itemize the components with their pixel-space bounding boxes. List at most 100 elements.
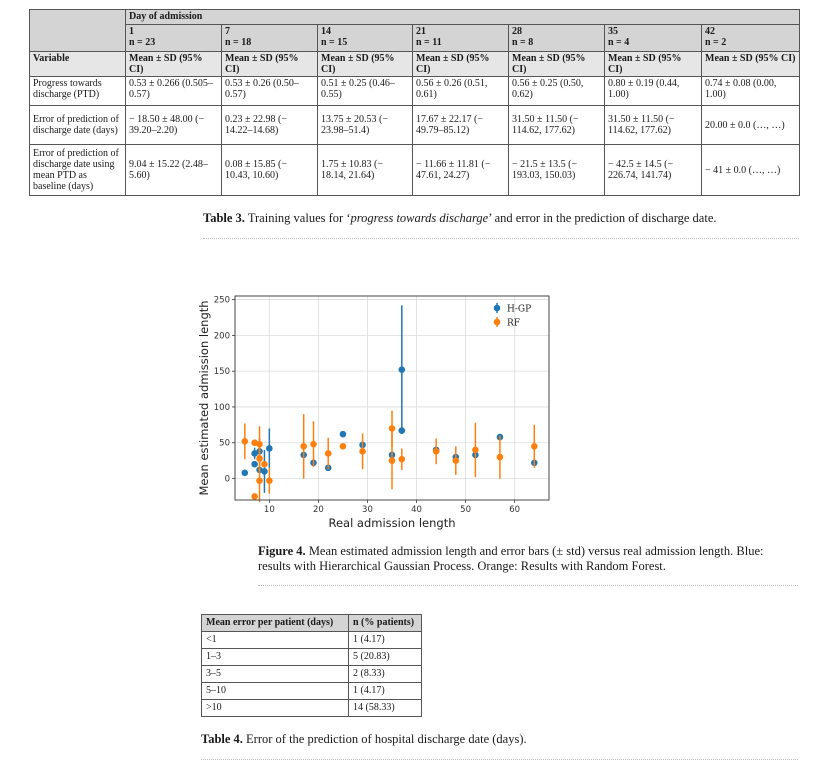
data-point [339,430,347,438]
table-row: Error of prediction of discharge date (d… [29,105,801,145]
table3-variable: Error of prediction of discharge date us… [29,144,126,196]
table3-corner [29,9,126,52]
table3-cell: 0.51 ± 0.25 (0.46–0.55) [317,76,413,106]
data-point [256,455,263,462]
data-point [300,443,307,450]
data-point [398,427,406,434]
table4-header: n (% patients) [348,614,422,632]
data-point [530,443,538,450]
table3-group-header: Day of admission [124,9,801,25]
table-row: 1–3 5 (20.83) [201,648,422,666]
table3-variable-header: Variable [29,51,126,77]
data-point [251,460,258,468]
table3-stat-header: Mean ± SD (95% CI) [317,51,413,77]
data-point [261,460,268,468]
table-row: <1 1 (4.17) [201,631,422,649]
data-point [324,450,332,457]
data-point [388,425,396,432]
caption-label: Table 3. [203,211,245,225]
table4-cell: 14 (58.33) [348,699,422,717]
table4-cell: 3–5 [201,665,349,683]
table3-stat-header: Mean ± SD (95% CI) [125,51,222,77]
table3-cell: 0.74 ± 0.08 (0.00, 1.00) [700,76,801,106]
table3-cell: − 41 ± 0.0 (…, …) [700,144,801,196]
table3-stat-header: Mean ± SD (95% CI) [508,51,605,77]
table3-cell: − 42.5 ± 14.5 (− 226.74, 141.74) [604,144,702,196]
table3-cell: 0.23 ± 22.98 (− 14.22–14.68) [221,105,318,145]
divider [201,759,798,760]
data-point [472,446,479,454]
table3-cell: − 18.50 ± 48.00 (− 39.20–2.20) [125,105,222,145]
table-row: Error of prediction of discharge date us… [29,144,801,196]
data-point [241,469,249,477]
x-tick-label: 60 [509,505,520,515]
x-tick-label: 40 [411,505,422,515]
table3-day-header: 14 n = 15 [317,24,413,52]
plot-frame [234,295,550,501]
table3-stat-header: Mean ± SD (95% CI) [412,51,509,77]
data-point [398,366,406,374]
table3-cell: 1.75 ± 10.83 (− 18.14, 21.64) [317,144,413,196]
table4-cell: 1–3 [201,648,349,666]
table4-cell: 1 (4.17) [348,631,422,649]
table-4: Mean error per patient (days) n (% patie… [201,614,422,717]
legend-swatch [493,318,501,326]
legend-label: RF [507,319,520,329]
y-tick-label: 50 [219,439,230,449]
table3-caption: Table 3. Training values for ‘progress t… [203,211,717,225]
table-row: 5–10 1 (4.17) [201,682,422,700]
table-row: Progress towards discharge (PTD) 0.53 ± … [29,76,801,106]
caption-label: Table 4. [201,732,243,746]
table3-cell: 31.50 ± 11.50 (− 114.62, 177.62) [604,105,702,145]
data-point [256,477,263,484]
table3-cell: − 21.5 ± 13.5 (− 193.03, 150.03) [508,144,605,196]
table3-cell: − 11.66 ± 11.81 (− 47.61, 24.27) [412,144,509,196]
table4-cell: 1 (4.17) [348,682,422,700]
table3-cell: 31.50 ± 11.50 (− 114.62, 177.62) [508,105,605,145]
caption-label: Figure 4. [258,544,306,558]
table3-cell: 13.75 ± 20.53 (− 23.98–51.4) [317,105,413,145]
table3-cell: 9.04 ± 15.22 (2.48–5.60) [125,144,222,196]
data-point [251,493,258,500]
table3-day-header: 42 n = 2 [700,24,801,52]
table3-cell: 0.80 ± 0.19 (0.44, 1.00) [604,76,702,106]
x-tick-label: 10 [264,505,275,515]
legend-swatch [493,304,501,312]
table4-cell: >10 [201,699,349,717]
table-row: >10 14 (58.33) [201,699,422,717]
legend-label: H-GP [507,305,531,315]
data-point [359,448,366,455]
x-tick-label: 20 [313,505,324,515]
table3-variable: Error of prediction of discharge date (d… [29,105,126,145]
table4-caption: Table 4. Error of the prediction of hosp… [201,732,527,746]
y-tick-label: 200 [214,331,230,341]
table4-cell: 5 (20.83) [348,648,422,666]
y-tick-label: 250 [214,296,230,306]
table3-cell: 0.56 ± 0.25 (0.50, 0.62) [508,76,605,106]
figure4-caption: Figure 4. Mean estimated admission lengt… [258,544,764,573]
x-tick-label: 30 [362,505,373,515]
data-point [496,453,504,461]
data-point [241,438,249,445]
data-point [310,440,317,448]
table3-stat-header: Mean ± SD (95% CI) [604,51,702,77]
divider [258,585,798,586]
table3-stat-header: Mean ± SD (95% CI) [221,51,318,77]
divider [203,238,799,239]
data-point [339,443,347,450]
table3-cell: 0.56 ± 0.26 (0.51, 0.61) [412,76,509,106]
table4-cell: <1 [201,631,349,649]
y-tick-label: 0 [225,475,230,485]
y-tick-label: 100 [214,403,230,413]
data-point [256,440,263,448]
table4-cell: 2 (8.33) [348,665,422,683]
table3-day-header: 28 n = 8 [508,24,605,52]
data-point [432,448,440,455]
table3-cell: 0.53 ± 0.26 (0.50–0.57) [221,76,318,106]
table4-header: Mean error per patient (days) [201,614,349,632]
y-tick-label: 150 [214,367,230,377]
x-tick-label: 50 [460,505,471,515]
table3-stat-header: Mean ± SD (95% CI) [700,51,801,77]
